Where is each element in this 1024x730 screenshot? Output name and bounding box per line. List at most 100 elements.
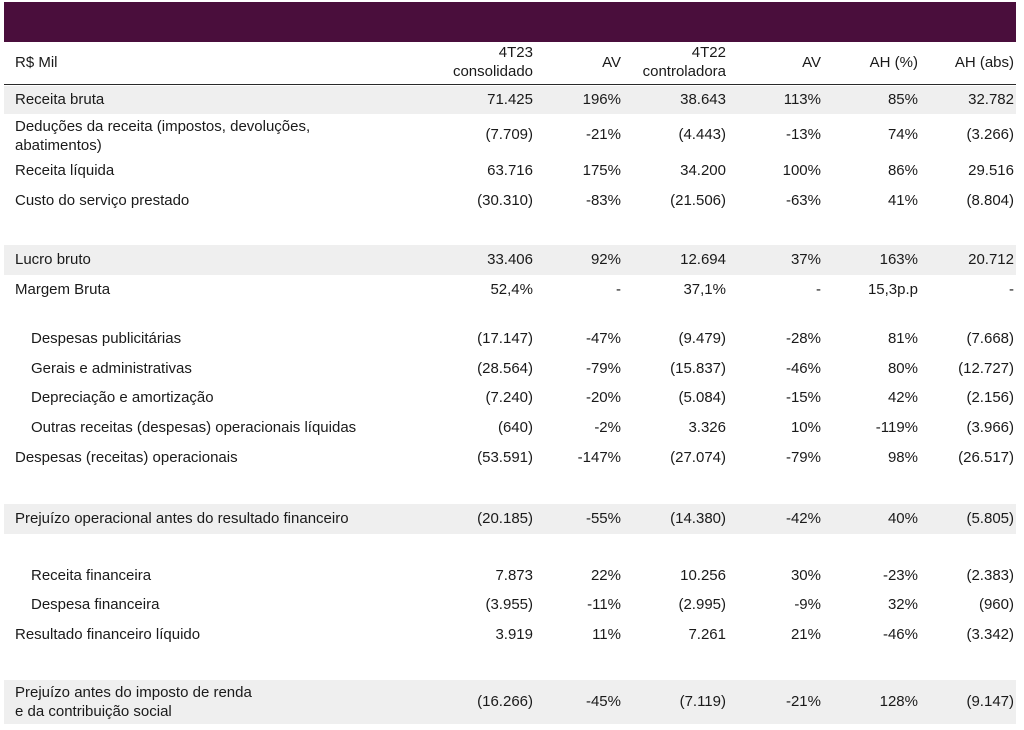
row-label: Margem Bruta (15, 281, 111, 298)
cell-av1: -55% (585, 510, 621, 527)
cell-ah-abs: (3.342) (966, 626, 1014, 643)
cell-4t22: (5.084) (678, 389, 726, 406)
cell-4t23: (30.310) (477, 192, 533, 209)
row-label: Gerais e administrativas (31, 360, 192, 377)
cell-av2: -63% (785, 192, 821, 209)
cell-ah-abs: (9.147) (966, 693, 1014, 710)
cell-4t23: 33.406 (487, 251, 533, 268)
cell-ah-abs: 20.712 (968, 251, 1014, 268)
cell-av2: -79% (785, 449, 821, 466)
cell-ah-pct: 41% (887, 192, 918, 209)
row-label: Despesas (receitas) operacionais (15, 449, 238, 466)
cell-av1: -45% (585, 693, 621, 710)
cell-av1: 92% (590, 251, 621, 268)
cell-ah-abs: 32.782 (968, 91, 1014, 108)
row-label: Receita financeira (31, 567, 152, 584)
cell-av1: -79% (585, 360, 621, 377)
cell-av1: 175% (582, 162, 621, 179)
header-col-4t23: 4T23 (498, 44, 533, 61)
header-col-4t22: 4T22 (691, 44, 726, 61)
cell-4t22: 38.643 (680, 91, 726, 108)
header-col-ah-pct: AH (%) (869, 54, 918, 71)
cell-ah-pct: -119% (875, 419, 918, 436)
cell-ah-abs: (3.966) (966, 419, 1014, 436)
cell-4t23: (53.591) (477, 449, 533, 466)
row-label-line2: abatimentos) (15, 137, 102, 154)
cell-4t23: (16.266) (477, 693, 533, 710)
cell-av2: 30% (790, 567, 821, 584)
cell-av2: 113% (783, 91, 821, 108)
cell-ah-abs: (12.727) (958, 360, 1014, 377)
cell-av2: -46% (785, 360, 821, 377)
table-row: Gerais e administrativas (28.564) -79% (… (4, 356, 1016, 384)
cell-4t22: (7.119) (679, 693, 726, 710)
row-label: Outras receitas (despesas) operacionais … (31, 419, 357, 436)
table-row: Despesas (receitas) operacionais (53.591… (4, 445, 1016, 473)
row-label: Lucro bruto (15, 251, 91, 268)
cell-4t22: 37,1% (683, 281, 726, 298)
cell-av1: -47% (585, 330, 621, 347)
row-label: Receita bruta (15, 91, 105, 108)
row-label-line2: e da contribuição social (15, 703, 172, 720)
cell-ah-abs: (960) (978, 596, 1014, 613)
row-label: Despesas publicitárias (31, 330, 182, 347)
cell-4t22: (4.443) (678, 126, 726, 143)
cell-4t22: 3.326 (688, 419, 726, 436)
cell-4t22: 34.200 (680, 162, 726, 179)
cell-ah-pct: 86% (887, 162, 918, 179)
cell-ah-pct: 15,3p.p (867, 281, 918, 298)
cell-av2: -15% (785, 389, 821, 406)
table-row: Prejuízo operacional antes do resultado … (4, 504, 1016, 534)
cell-av2: -9% (794, 596, 821, 613)
cell-ah-abs: (26.517) (958, 449, 1014, 466)
cell-ah-pct: 98% (887, 449, 918, 466)
cell-4t22: (27.074) (670, 449, 726, 466)
header-col-4t22-sub: controladora (642, 63, 726, 80)
table-row: Receita bruta 71.425 196% 38.643 113% 85… (4, 86, 1016, 114)
cell-4t23: (7.709) (485, 126, 533, 143)
cell-ah-abs: (2.156) (966, 389, 1014, 406)
table-row: Receita financeira 7.873 22% 10.256 30% … (4, 563, 1016, 591)
cell-av1: -20% (585, 389, 621, 406)
cell-ah-abs: 29.516 (968, 162, 1014, 179)
cell-av1: -2% (594, 419, 621, 436)
cell-4t22: (2.995) (678, 596, 726, 613)
cell-ah-pct: 128% (879, 693, 918, 710)
cell-4t23: (20.185) (477, 510, 533, 527)
cell-av2: -42% (785, 510, 821, 527)
cell-4t23: 63.716 (487, 162, 533, 179)
row-label: Custo do serviço prestado (15, 192, 190, 209)
cell-av1: 22% (590, 567, 621, 584)
table-row: Depreciação e amortização (7.240) -20% (… (4, 385, 1016, 413)
cell-4t23: 52,4% (490, 281, 533, 298)
table-row: Prejuízo antes do imposto de renda e da … (4, 680, 1016, 724)
cell-4t22: (15.837) (670, 360, 726, 377)
row-label-line1: Deduções da receita (impostos, devoluçõe… (15, 118, 311, 135)
cell-ah-pct: 85% (887, 91, 918, 108)
cell-4t23: (17.147) (477, 330, 533, 347)
cell-ah-pct: 80% (887, 360, 918, 377)
cell-ah-pct: 163% (879, 251, 918, 268)
cell-4t23: 71.425 (487, 91, 533, 108)
cell-ah-pct: 32% (887, 596, 918, 613)
cell-ah-abs: (3.266) (966, 126, 1014, 143)
cell-av2: -13% (785, 126, 821, 143)
cell-ah-pct: 74% (887, 126, 918, 143)
cell-4t22: 12.694 (680, 251, 726, 268)
header-bar (4, 2, 1016, 42)
cell-4t23: 7.873 (495, 567, 533, 584)
cell-ah-abs: (2.383) (966, 567, 1014, 584)
table-row: Despesas publicitárias (17.147) -47% (9.… (4, 326, 1016, 354)
cell-4t22: 7.261 (688, 626, 726, 643)
row-label: Resultado financeiro líquido (15, 626, 201, 643)
cell-av2: 100% (782, 162, 821, 179)
table-row: Margem Bruta 52,4% - 37,1% - 15,3p.p - (4, 277, 1016, 305)
cell-4t23: (3.955) (485, 596, 533, 613)
cell-ah-pct: -46% (882, 626, 918, 643)
row-label: Depreciação e amortização (31, 389, 214, 406)
cell-4t23: (7.240) (485, 389, 533, 406)
table-row: Receita líquida 63.716 175% 34.200 100% … (4, 158, 1016, 186)
cell-av2: -21% (785, 693, 821, 710)
cell-4t22: (21.506) (670, 192, 726, 209)
row-label-line1: Prejuízo antes do imposto de renda (15, 684, 252, 701)
